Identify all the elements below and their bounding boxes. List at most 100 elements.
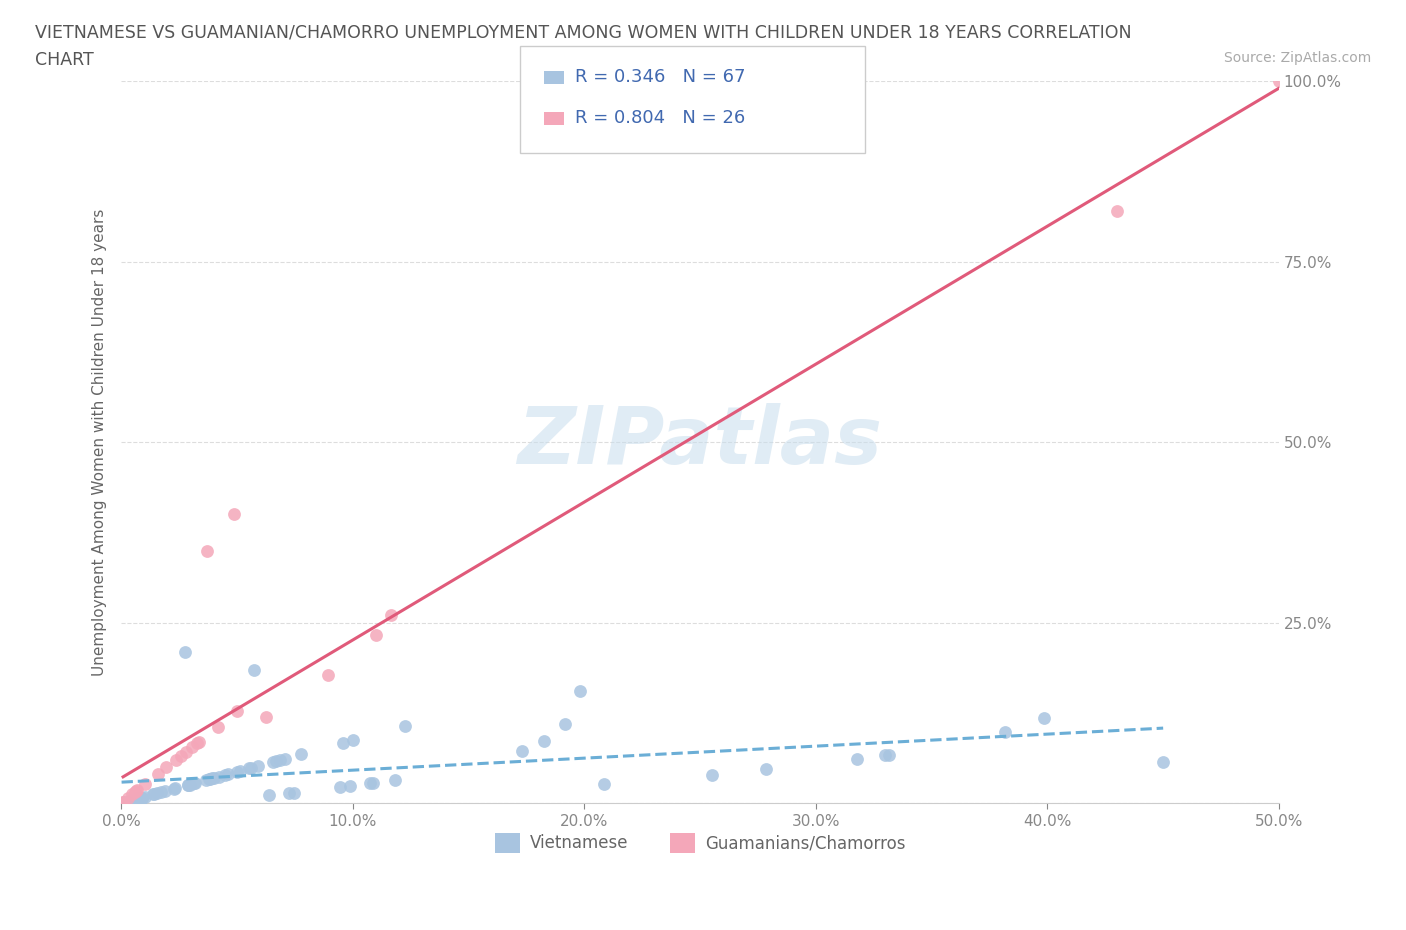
Y-axis label: Unemployment Among Women with Children Under 18 years: Unemployment Among Women with Children U… — [93, 208, 107, 676]
Point — [877, 747, 900, 762]
Point — [593, 777, 616, 791]
Point — [118, 793, 141, 808]
Point — [127, 783, 149, 798]
Point — [174, 644, 197, 659]
Point — [994, 724, 1017, 739]
Point — [266, 753, 288, 768]
Point — [238, 761, 260, 776]
Point — [363, 776, 385, 790]
Point — [153, 784, 176, 799]
Point — [259, 788, 281, 803]
Point — [359, 776, 381, 790]
Point — [200, 772, 222, 787]
Point — [143, 787, 166, 802]
Point — [165, 781, 187, 796]
Point — [329, 780, 352, 795]
Point — [181, 739, 204, 754]
Point — [195, 773, 218, 788]
Point — [112, 795, 135, 810]
Text: R = 0.346   N = 67: R = 0.346 N = 67 — [575, 68, 745, 86]
Text: ZIPatlas: ZIPatlas — [517, 404, 883, 481]
Point — [224, 507, 246, 522]
Point — [112, 794, 135, 809]
Point — [394, 719, 416, 734]
Point — [188, 734, 211, 749]
Point — [332, 736, 354, 751]
Point — [155, 760, 177, 775]
Point — [179, 777, 201, 792]
Text: CHART: CHART — [35, 51, 94, 69]
Point — [131, 790, 153, 805]
Point — [134, 777, 156, 791]
Point — [118, 793, 141, 808]
Point — [226, 764, 249, 779]
Point — [873, 748, 896, 763]
Point — [177, 777, 200, 792]
Point — [124, 785, 146, 800]
Point — [273, 751, 295, 766]
Point — [214, 767, 236, 782]
Point — [554, 716, 576, 731]
Point — [163, 781, 186, 796]
Point — [127, 791, 149, 806]
Point — [269, 752, 291, 767]
Point — [121, 787, 143, 802]
Point — [110, 795, 132, 810]
Point — [1152, 755, 1174, 770]
Point — [380, 608, 402, 623]
Point — [246, 759, 269, 774]
Point — [207, 769, 229, 784]
Point — [146, 786, 169, 801]
Point — [228, 764, 250, 778]
Point — [134, 790, 156, 804]
Point — [364, 628, 387, 643]
Text: VIETNAMESE VS GUAMANIAN/CHAMORRO UNEMPLOYMENT AMONG WOMEN WITH CHILDREN UNDER 18: VIETNAMESE VS GUAMANIAN/CHAMORRO UNEMPLO… — [35, 23, 1132, 41]
Point — [183, 776, 205, 790]
Point — [702, 767, 724, 782]
Point — [125, 784, 148, 799]
Text: R = 0.804   N = 26: R = 0.804 N = 26 — [575, 109, 745, 127]
Point — [278, 786, 301, 801]
Point — [533, 733, 555, 748]
Point — [201, 771, 224, 786]
Point — [112, 794, 135, 809]
Point — [121, 792, 143, 807]
Point — [186, 736, 208, 751]
Point — [226, 704, 249, 719]
Legend: Vietnamese, Guamanians/Chamorros: Vietnamese, Guamanians/Chamorros — [488, 826, 912, 859]
Point — [510, 743, 533, 758]
Point — [316, 668, 339, 683]
Point — [1268, 74, 1291, 89]
Point — [254, 710, 277, 724]
Point — [283, 785, 305, 800]
Point — [170, 749, 193, 764]
Point — [124, 791, 146, 806]
Point — [197, 543, 219, 558]
Point — [198, 772, 221, 787]
Point — [290, 747, 312, 762]
Point — [150, 785, 173, 800]
Text: Source: ZipAtlas.com: Source: ZipAtlas.com — [1223, 51, 1371, 65]
Point — [569, 684, 592, 698]
Point — [1033, 711, 1056, 725]
Point — [1105, 204, 1128, 219]
Point — [165, 752, 187, 767]
Point — [183, 776, 205, 790]
Point — [177, 777, 200, 792]
Point — [262, 754, 284, 769]
Point — [207, 719, 229, 734]
Point — [202, 770, 225, 785]
Point — [755, 762, 778, 777]
Point — [240, 761, 263, 776]
Point — [174, 745, 197, 760]
Point — [117, 790, 139, 805]
Point — [217, 766, 239, 781]
Point — [131, 790, 153, 805]
Point — [845, 751, 868, 766]
Point — [342, 733, 364, 748]
Point — [384, 772, 406, 787]
Point — [114, 794, 136, 809]
Point — [339, 778, 361, 793]
Point — [242, 662, 264, 677]
Point — [142, 787, 165, 802]
